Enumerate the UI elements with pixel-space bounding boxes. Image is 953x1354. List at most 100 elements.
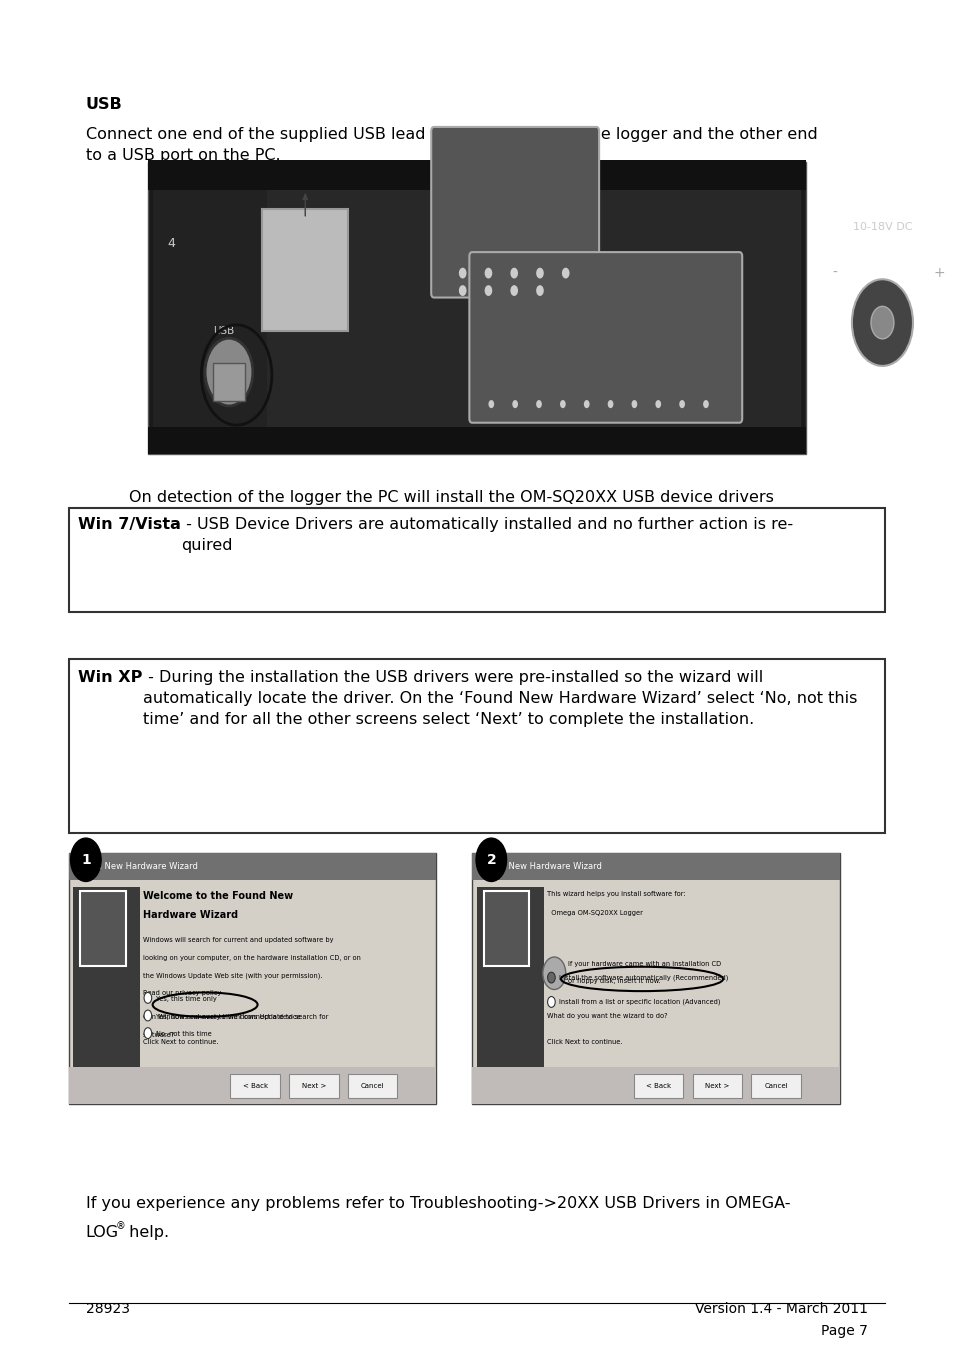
Circle shape [510, 268, 517, 279]
Bar [73, 887, 140, 1070]
Circle shape [702, 399, 708, 408]
FancyBboxPatch shape [469, 252, 741, 422]
Text: the Windows Update Web site (with your permission).: the Windows Update Web site (with your p… [143, 972, 322, 979]
Text: software?: software? [143, 1032, 175, 1037]
Text: Next >: Next > [301, 1083, 326, 1089]
Circle shape [488, 399, 494, 408]
Circle shape [484, 268, 492, 279]
Bar [148, 162, 805, 454]
Circle shape [583, 399, 589, 408]
Text: USB: USB [86, 97, 123, 112]
Text: 28923: 28923 [86, 1303, 130, 1316]
Circle shape [484, 286, 492, 297]
Circle shape [205, 338, 253, 406]
Text: Read our privacy policy: Read our privacy policy [143, 990, 221, 995]
Text: No, not this time: No, not this time [155, 1032, 211, 1037]
Text: Yes, this time only: Yes, this time only [155, 997, 216, 1002]
Circle shape [851, 279, 912, 366]
Text: LOG: LOG [86, 1225, 119, 1240]
Text: Cancel: Cancel [360, 1083, 384, 1089]
Bar [152, 169, 801, 447]
Circle shape [536, 399, 541, 408]
Text: Windows will search for current and updated software by: Windows will search for current and upda… [143, 937, 334, 942]
Text: 10-18V DC: 10-18V DC [852, 222, 911, 232]
Text: Click Next to continue.: Click Next to continue. [546, 1039, 621, 1044]
Bar [483, 891, 529, 965]
Text: What do you want the wizard to do?: What do you want the wizard to do? [546, 1013, 666, 1020]
Bar [213, 363, 245, 401]
Text: +: + [933, 267, 944, 280]
Text: Found New Hardware Wizard: Found New Hardware Wizard [76, 862, 198, 871]
Circle shape [607, 399, 613, 408]
Text: 1: 1 [81, 853, 91, 867]
Bar [692, 1074, 741, 1098]
Circle shape [536, 286, 543, 297]
Circle shape [71, 838, 101, 881]
Circle shape [655, 399, 660, 408]
Text: Install the software automatically (Recommended): Install the software automatically (Reco… [558, 975, 728, 980]
Bar [476, 887, 543, 1070]
Text: - During the installation the USB drivers were pre-installed so the wizard will
: - During the installation the USB driver… [142, 670, 856, 727]
Circle shape [458, 268, 466, 279]
Text: Next >: Next > [704, 1083, 729, 1089]
Text: Connect one end of the supplied USB lead to the USB port on the logger and the o: Connect one end of the supplied USB lead… [86, 127, 817, 164]
Text: Welcome to the Found New: Welcome to the Found New [143, 891, 293, 900]
FancyArrow shape [302, 194, 308, 217]
Text: -: - [831, 267, 837, 280]
Bar [348, 1074, 397, 1098]
Circle shape [631, 399, 637, 408]
Circle shape [547, 972, 555, 983]
Bar [289, 1074, 338, 1098]
Circle shape [144, 992, 152, 1003]
Text: Page 7: Page 7 [821, 1324, 867, 1338]
Text: RS232: RS232 [528, 199, 568, 213]
Text: If you experience any problems refer to Troubleshooting->20XX USB Drivers in OME: If you experience any problems refer to … [86, 1196, 789, 1210]
Text: Version 1.4 - March 2011: Version 1.4 - March 2011 [695, 1303, 867, 1316]
Circle shape [870, 306, 893, 338]
Circle shape [561, 268, 569, 279]
Circle shape [547, 997, 555, 1007]
Circle shape [476, 838, 506, 881]
Text: looking on your computer, on the hardware installation CD, or on: looking on your computer, on the hardwar… [143, 955, 360, 960]
Text: This wizard helps you install software for:: This wizard helps you install software f… [546, 891, 684, 896]
Text: Yes, now and every time I connect a device: Yes, now and every time I connect a devi… [155, 1014, 300, 1020]
Bar [80, 891, 126, 965]
Text: 4: 4 [168, 237, 175, 250]
Text: - USB Device Drivers are automatically installed and no further action is re-
qu: - USB Device Drivers are automatically i… [181, 517, 792, 554]
Text: On detection of the logger the PC will install the OM-SQ20XX USB device drivers: On detection of the logger the PC will i… [129, 490, 773, 505]
Bar [69, 853, 436, 1104]
Bar [751, 1074, 801, 1098]
Circle shape [512, 399, 517, 408]
Text: Install from a list or specific location (Advanced): Install from a list or specific location… [558, 999, 720, 1005]
Text: If your hardware came with an installation CD: If your hardware came with an installati… [567, 961, 720, 967]
Bar [69, 853, 436, 880]
Bar [472, 853, 839, 880]
FancyArrow shape [302, 194, 308, 217]
Bar [152, 190, 267, 427]
Circle shape [559, 399, 565, 408]
Text: or floppy disk, insert it now.: or floppy disk, insert it now. [567, 979, 659, 984]
FancyBboxPatch shape [431, 127, 598, 298]
Bar [148, 427, 805, 454]
Text: Omega OM-SQ20XX Logger: Omega OM-SQ20XX Logger [546, 910, 641, 915]
Bar [472, 853, 839, 1104]
Text: help.: help. [124, 1225, 169, 1240]
Text: USB: USB [213, 326, 234, 336]
Circle shape [542, 957, 565, 990]
Circle shape [679, 399, 684, 408]
Text: ®: ® [115, 1221, 125, 1231]
Text: I/O: I/O [616, 345, 633, 359]
Bar [69, 1067, 436, 1104]
Text: Found New Hardware Wizard: Found New Hardware Wizard [479, 862, 601, 871]
Text: Hardware Wizard: Hardware Wizard [143, 910, 238, 919]
Text: Can Windows connect to Windows Update to search for: Can Windows connect to Windows Update to… [143, 1014, 328, 1020]
Circle shape [510, 286, 517, 297]
Text: Win XP: Win XP [78, 670, 142, 685]
Text: Win 7/Vista: Win 7/Vista [78, 517, 181, 532]
Text: Click Next to continue.: Click Next to continue. [143, 1039, 218, 1044]
Circle shape [144, 1028, 152, 1039]
Text: Cancel: Cancel [763, 1083, 787, 1089]
Bar [633, 1074, 682, 1098]
Circle shape [144, 1010, 152, 1021]
Bar [148, 160, 805, 190]
